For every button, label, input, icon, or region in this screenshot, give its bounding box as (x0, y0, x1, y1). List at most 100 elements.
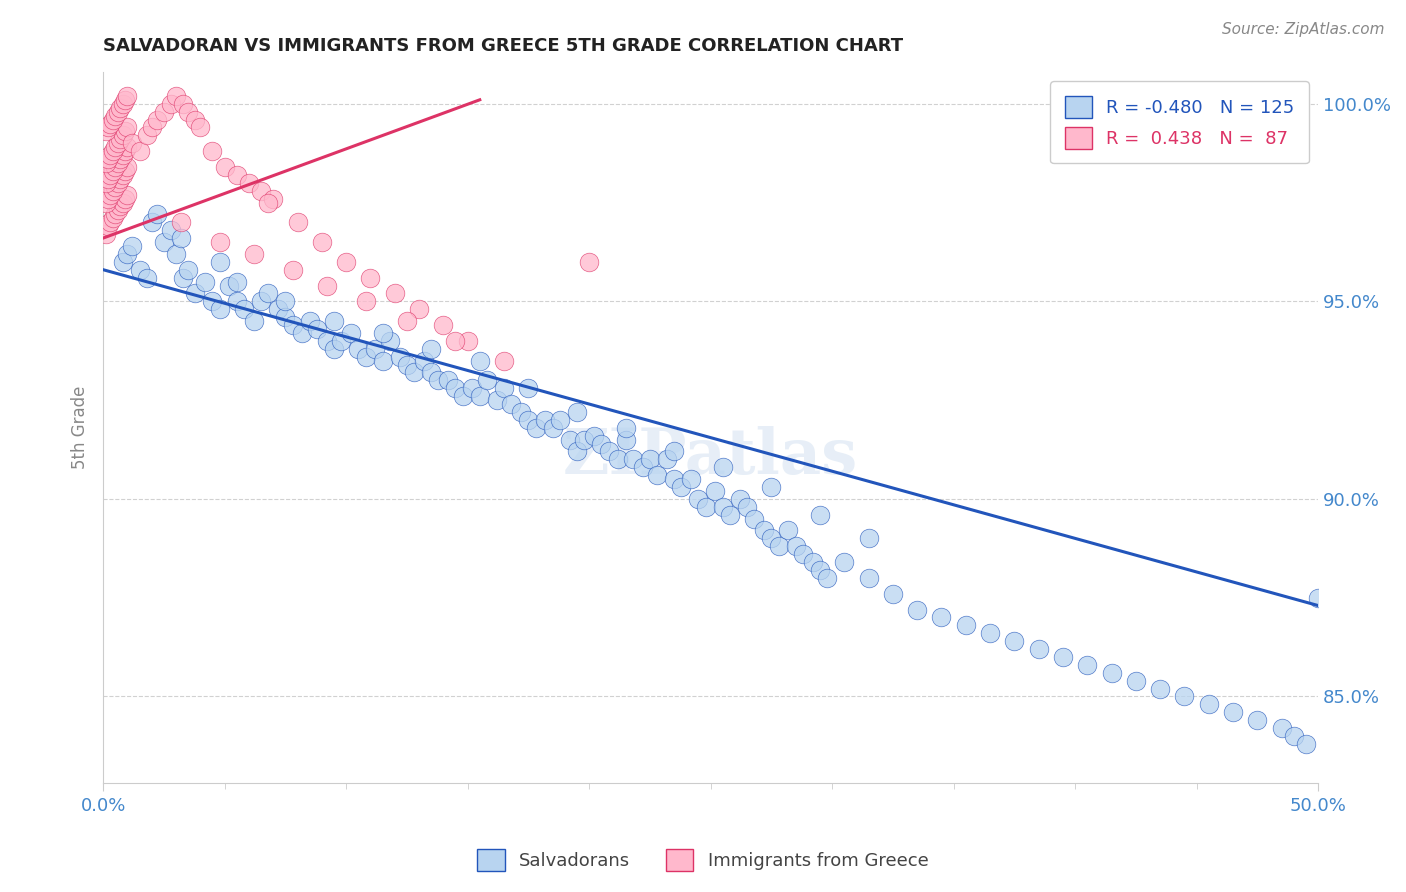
Point (274, 310, 297, 325)
Point (145, 207, 167, 221)
Point (534, 413, 557, 427)
Point (578, 254, 600, 268)
Point (510, 405, 533, 419)
Point (201, 294, 224, 309)
Point (114, 192, 136, 206)
Point (614, 433, 637, 447)
Point (145, 112, 167, 127)
Point (233, 302, 256, 317)
Point (128, 144, 150, 158)
Point (858, 532, 880, 546)
Point (225, 294, 247, 309)
Point (768, 539, 790, 553)
Point (108, 101, 131, 115)
Y-axis label: 5th Grade: 5th Grade (72, 386, 89, 469)
Point (718, 508, 741, 522)
Point (97, 171, 120, 186)
Point (111, 254, 134, 268)
Point (104, 140, 127, 154)
Point (315, 334, 337, 348)
Point (172, 270, 194, 285)
Point (1222, 705, 1244, 719)
Point (330, 334, 353, 348)
Point (94, 124, 117, 138)
Point (281, 262, 304, 277)
Point (347, 342, 370, 356)
Point (1002, 634, 1025, 648)
Point (704, 483, 727, 498)
Point (153, 235, 176, 249)
Point (378, 334, 401, 348)
Point (420, 366, 443, 380)
Point (135, 270, 157, 285)
Point (395, 358, 418, 372)
Point (100, 215, 122, 229)
Point (664, 444, 686, 458)
Point (107, 156, 129, 170)
Point (574, 433, 596, 447)
Point (315, 278, 337, 293)
Point (108, 171, 131, 186)
Point (111, 128, 134, 143)
Point (395, 314, 418, 328)
Point (121, 136, 143, 151)
Point (598, 444, 620, 458)
Point (1282, 729, 1305, 743)
Point (565, 405, 588, 419)
Point (427, 373, 450, 387)
Point (1028, 642, 1050, 657)
Point (614, 421, 637, 435)
Point (1308, 591, 1330, 605)
Point (135, 128, 157, 143)
Point (681, 472, 703, 486)
Point (287, 215, 309, 229)
Point (728, 491, 751, 506)
Point (298, 314, 321, 328)
Point (108, 199, 131, 213)
Point (565, 444, 588, 458)
Point (111, 148, 134, 162)
Point (688, 491, 710, 506)
Point (97, 152, 120, 166)
Point (517, 381, 540, 395)
Point (494, 353, 516, 368)
Point (97, 219, 120, 234)
Point (371, 353, 394, 368)
Point (177, 262, 200, 277)
Point (170, 215, 193, 229)
Point (107, 104, 129, 119)
Point (100, 187, 122, 202)
Point (267, 302, 290, 317)
Point (94, 195, 117, 210)
Point (388, 350, 411, 364)
Point (238, 176, 260, 190)
Point (97, 192, 120, 206)
Point (858, 571, 880, 585)
Point (121, 239, 143, 253)
Point (165, 88, 187, 103)
Point (97, 120, 120, 135)
Point (371, 326, 394, 340)
Point (541, 421, 564, 435)
Point (153, 104, 176, 119)
Point (323, 342, 346, 356)
Point (208, 235, 231, 249)
Point (437, 373, 460, 387)
Point (638, 452, 661, 467)
Point (1295, 737, 1317, 751)
Point (184, 286, 207, 301)
Point (104, 179, 127, 194)
Point (582, 428, 605, 442)
Point (218, 278, 240, 293)
Point (108, 152, 131, 166)
Point (117, 247, 139, 261)
Point (177, 104, 200, 119)
Text: SALVADORAN VS IMMIGRANTS FROM GREECE 5TH GRADE CORRELATION CHART: SALVADORAN VS IMMIGRANTS FROM GREECE 5TH… (103, 37, 903, 55)
Point (194, 275, 217, 289)
Legend: Salvadorans, Immigrants from Greece: Salvadorans, Immigrants from Greece (470, 842, 936, 879)
Point (432, 318, 454, 332)
Point (225, 275, 247, 289)
Point (104, 207, 127, 221)
Point (101, 164, 124, 178)
Point (250, 294, 273, 309)
